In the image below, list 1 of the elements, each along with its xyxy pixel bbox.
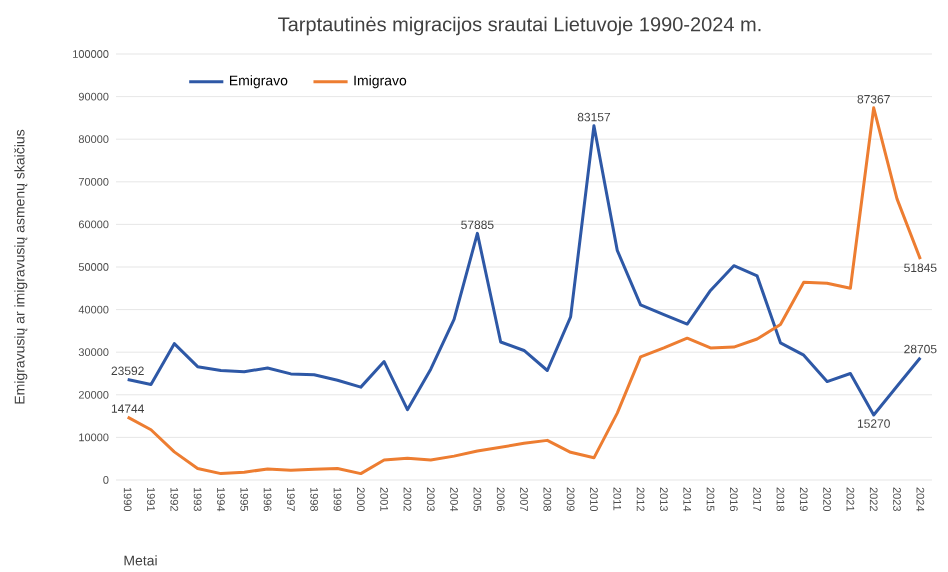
chart-title: Tarptautinės migracijos srautai Lietuvoje 1990-2024 m. — [278, 16, 761, 36]
